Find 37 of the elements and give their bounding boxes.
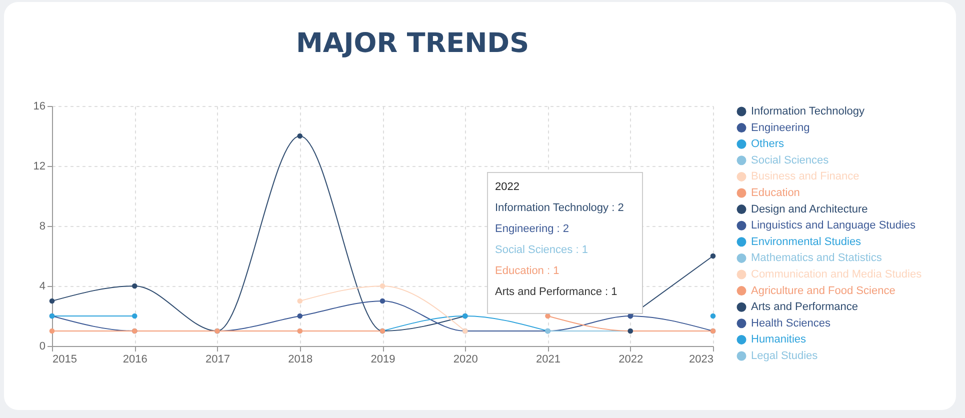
x-tick-label: 2017: [206, 354, 230, 366]
legend-label: Health Sciences: [751, 317, 831, 330]
legend-label: Legal Studies: [751, 350, 818, 362]
legend-label: Mathematics and Statistics: [751, 252, 882, 264]
legend-label: Education: [751, 187, 800, 199]
annotation: Education : 1: [495, 265, 560, 277]
y-tick-label: 16: [33, 100, 46, 112]
annotation: Engineering : 2: [495, 223, 570, 235]
annotation: Arts and Performance : 1: [495, 286, 618, 298]
x-tick-label: 2019: [370, 354, 396, 366]
legend-label: Linguistics and Language Studies: [751, 220, 916, 232]
legend-label: Business and Finance: [751, 170, 860, 183]
legend-label: Others: [751, 138, 785, 150]
annotation: Information Technology : 2: [495, 202, 625, 214]
x-tick-label: 2016: [122, 354, 148, 366]
legend-label: Agriculture and Food Science: [751, 284, 896, 297]
legend-label: Social Sciences: [751, 154, 830, 166]
y-tick-label: 8: [39, 220, 46, 232]
legend-label: Environmental Studies: [751, 236, 862, 248]
legend-label: Communication and Media Studies: [751, 268, 922, 280]
x-tick-label: 2022: [618, 354, 644, 366]
annotation: Social Sciences : 1: [495, 244, 589, 256]
legend-label: Design and Architecture: [751, 203, 868, 216]
x-tick-label: 2023: [689, 354, 714, 366]
legend-label: Humanities: [751, 334, 807, 346]
x-tick-label: 2020: [453, 354, 478, 366]
y-tick-label: 0: [39, 340, 46, 352]
x-tick-label: 2015: [52, 354, 77, 366]
legend-label: Information Technology: [751, 106, 866, 118]
chart-title: MAJOR TRENDS: [296, 28, 530, 59]
y-tick-label: 4: [39, 280, 46, 292]
legend-label: Engineering: [751, 122, 810, 134]
x-tick-label: 2021: [536, 354, 560, 366]
x-tick-label: 2018: [288, 354, 313, 366]
annotation: 2022: [495, 181, 520, 193]
y-tick-label: 12: [33, 160, 46, 172]
legend-label: Arts and Performance: [751, 301, 858, 314]
